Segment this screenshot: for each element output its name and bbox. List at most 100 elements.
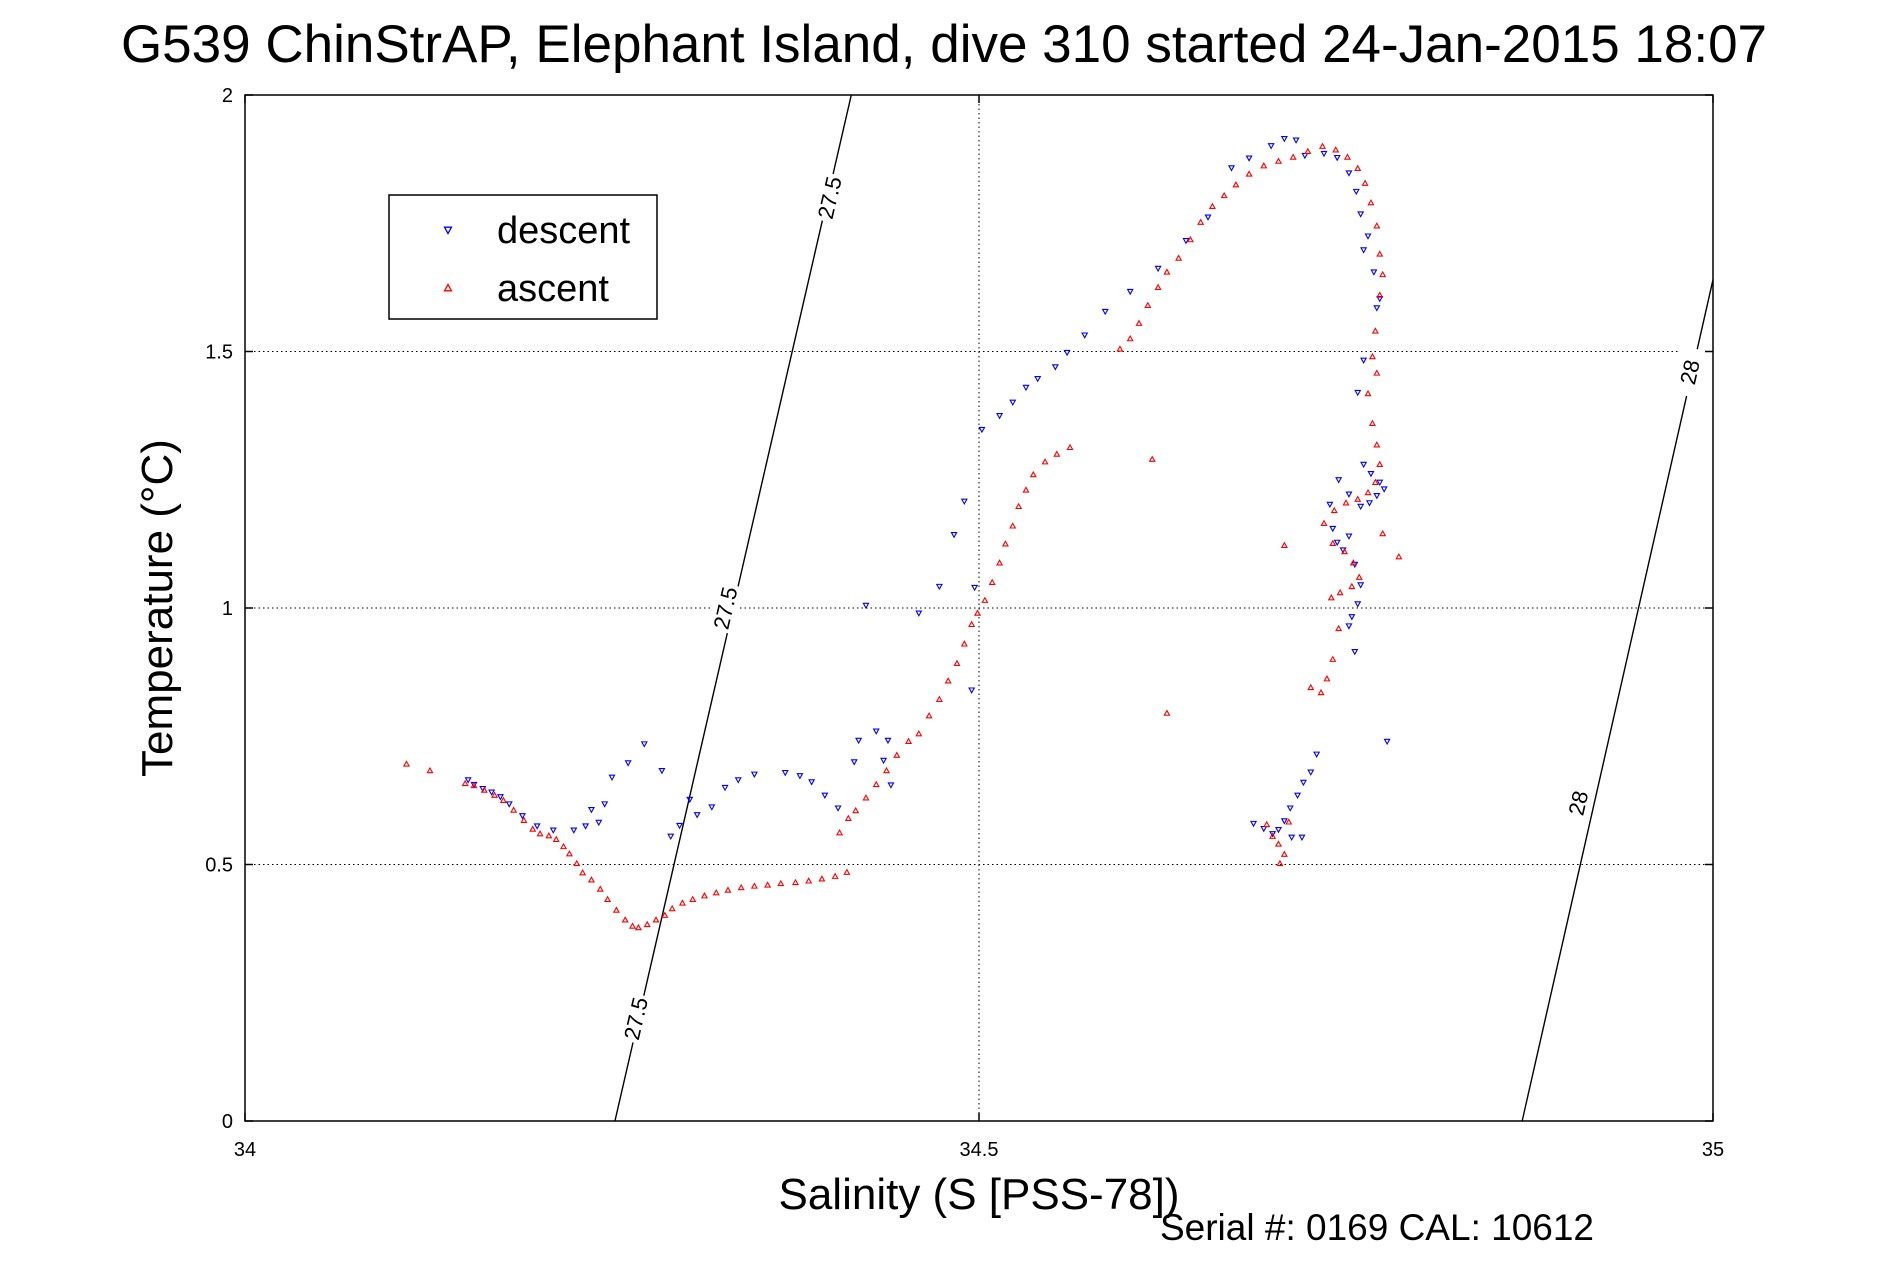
descent-point bbox=[1301, 152, 1309, 160]
descent-point bbox=[1204, 214, 1212, 221]
ascent-point bbox=[1379, 270, 1387, 278]
descent-point bbox=[1299, 779, 1307, 787]
ascent-point bbox=[1015, 502, 1023, 510]
descent-point bbox=[1101, 308, 1109, 316]
descent-point bbox=[1063, 349, 1071, 357]
descent-point bbox=[1022, 384, 1030, 392]
ascent-point bbox=[1304, 147, 1312, 155]
ascent-point bbox=[905, 737, 913, 745]
ascent-point bbox=[480, 786, 488, 793]
y-tick-label: 1 bbox=[222, 598, 233, 620]
descent-point bbox=[658, 767, 666, 775]
ascent-point bbox=[1317, 688, 1325, 696]
descent-point bbox=[1326, 501, 1334, 509]
contour-label-gap bbox=[810, 171, 849, 225]
descent-point bbox=[834, 805, 842, 812]
descent-point bbox=[880, 757, 888, 765]
density-contour-line bbox=[1521, 279, 1713, 1121]
ascent-point bbox=[944, 677, 952, 684]
contour-label: 27.5 bbox=[619, 995, 653, 1042]
contour-label: 28 bbox=[1564, 788, 1594, 817]
descent-point bbox=[464, 777, 472, 784]
ascent-point bbox=[1269, 832, 1277, 839]
descent-point bbox=[1280, 818, 1288, 825]
descent-point bbox=[808, 779, 816, 786]
descent-point bbox=[1380, 486, 1388, 493]
descent-point bbox=[1335, 477, 1343, 484]
legend: descent ascent bbox=[388, 194, 658, 320]
ascent-point bbox=[1197, 218, 1205, 225]
ascent-point bbox=[661, 911, 669, 918]
ascent-point bbox=[1368, 352, 1376, 360]
ascent-point bbox=[1163, 709, 1171, 716]
ascent-point bbox=[560, 842, 568, 850]
descent-point bbox=[1081, 332, 1089, 339]
descent-point bbox=[1357, 503, 1365, 511]
descent-point bbox=[1267, 143, 1275, 150]
ascent-point bbox=[629, 922, 637, 929]
ascent-point bbox=[621, 916, 629, 923]
ascent-point bbox=[791, 878, 800, 886]
ascent-point bbox=[1349, 559, 1357, 566]
descent-point bbox=[1345, 170, 1353, 177]
ascent-point bbox=[1376, 460, 1384, 467]
descent-point bbox=[608, 774, 616, 782]
ascent-point bbox=[1327, 594, 1335, 601]
descent-point bbox=[1360, 357, 1368, 364]
x-tick-label: 34 bbox=[234, 1139, 256, 1161]
descent-point bbox=[667, 833, 675, 841]
x-tick-label: 35 bbox=[1702, 1139, 1724, 1161]
descent-point bbox=[781, 770, 789, 777]
descent-point bbox=[796, 773, 804, 780]
ascent-point bbox=[1364, 488, 1372, 496]
legend-label-descent: descent bbox=[497, 210, 631, 252]
ascent-point bbox=[1354, 164, 1362, 171]
y-tick-label: 0.5 bbox=[205, 855, 233, 877]
ascent-point bbox=[587, 876, 595, 883]
ascent-point bbox=[844, 814, 852, 821]
descent-point bbox=[935, 583, 943, 591]
ascent-point bbox=[1053, 450, 1061, 457]
descent-point bbox=[582, 823, 590, 830]
ascent-point bbox=[536, 829, 544, 837]
contour-label-gap bbox=[1670, 345, 1709, 399]
legend-label-ascent: ascent bbox=[497, 268, 609, 310]
descent-point bbox=[862, 602, 870, 610]
descent-point bbox=[884, 737, 892, 745]
ascent-point bbox=[470, 781, 478, 789]
descent-point bbox=[1370, 269, 1378, 276]
descent-point bbox=[1292, 137, 1300, 144]
descent-point bbox=[1320, 150, 1328, 158]
ascent-point bbox=[872, 780, 880, 788]
descent-point bbox=[601, 801, 609, 808]
ascent-point bbox=[712, 888, 720, 896]
contour-label-gap bbox=[706, 581, 745, 635]
descent-point bbox=[488, 789, 496, 796]
ascent-point bbox=[652, 916, 660, 923]
data-points bbox=[402, 135, 1403, 931]
ascent-point bbox=[935, 695, 943, 702]
ascent-point bbox=[893, 751, 901, 758]
descent-point bbox=[750, 771, 758, 778]
ascent-point bbox=[764, 881, 772, 888]
ascent-point bbox=[1332, 146, 1340, 153]
descent-point bbox=[1154, 265, 1162, 273]
descent-point bbox=[1345, 623, 1353, 630]
ascent-point bbox=[643, 920, 651, 928]
ascent-point bbox=[634, 923, 642, 931]
descent-point bbox=[978, 426, 986, 434]
ascent-point bbox=[565, 849, 573, 857]
descent-point bbox=[1364, 233, 1372, 240]
ascent-point bbox=[1373, 222, 1381, 229]
ascent-point bbox=[1274, 840, 1283, 847]
x-axis-label: Salinity (S [PSS-78]) bbox=[778, 1170, 1179, 1219]
ascent-point bbox=[1373, 369, 1381, 376]
descent-point bbox=[1354, 601, 1362, 608]
ascent-point bbox=[402, 760, 411, 767]
descent-point bbox=[1051, 364, 1059, 371]
ascent-point bbox=[1232, 181, 1240, 188]
descent-point bbox=[1126, 288, 1134, 296]
ascent-point bbox=[852, 806, 860, 814]
ascent-point bbox=[862, 794, 870, 801]
ascent-point bbox=[1144, 301, 1152, 308]
